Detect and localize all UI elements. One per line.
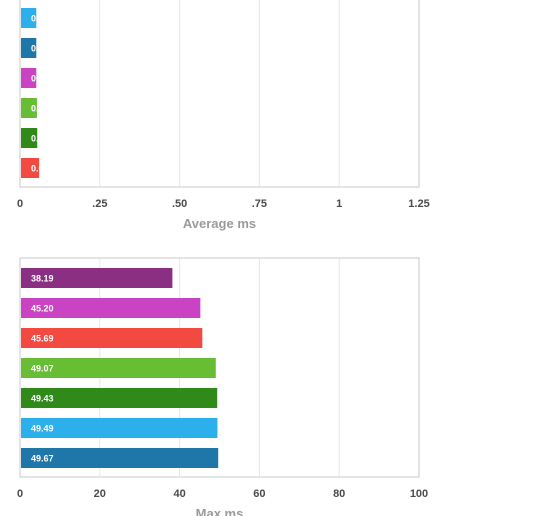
bar-value-label: 49.43 [31,394,54,404]
x-tick-label: .25 [92,198,107,210]
x-tick-label: 60 [253,488,265,500]
bar [21,158,40,178]
bar-value-label: 49.49 [31,424,54,434]
bar-value-label: 49.67 [31,454,54,464]
x-tick-label: 0 [17,198,23,210]
bar-value-label: 0.060 [31,164,54,174]
bar-value-label: 38.19 [31,274,54,284]
bar-value-label: 0.051 [31,74,54,84]
bar [21,448,219,468]
bar-value-label: 49.07 [31,364,54,374]
x-tick-label: 40 [173,488,185,500]
bar-value-label: 45.20 [31,304,54,314]
bar-value-label: 0.054 [31,134,54,144]
bar [21,38,37,58]
x-tick-label: .75 [252,198,267,210]
x-tick-label: 0 [17,488,23,500]
x-tick-label: 80 [333,488,345,500]
x-axis-title: Average ms [183,216,256,231]
bar [21,418,218,438]
bar [21,8,37,28]
chart-1: 0 .25 .50 .75 1 1.25 0.051 0.051 0.051 0.053 0.054… [17,0,430,231]
x-tick-label: 100 [410,488,428,500]
plot-area [19,0,420,188]
bar-value-label: 0.051 [31,44,54,54]
bar-value-label: 45.69 [31,334,54,344]
bar-value-label: 0.051 [31,14,54,24]
bar [21,128,38,148]
bar [21,388,218,408]
chart-2: 0 20 40 60 80 100 38.19 45.20 45.69 49.07 49.43 49.… [17,257,428,516]
bar [21,98,37,118]
x-tick-label: .50 [172,198,187,210]
bar [21,298,201,318]
bar [21,268,173,288]
bar-value-label: 0.053 [31,104,54,114]
x-axis-title: Max ms [196,506,244,516]
bar [21,68,37,88]
x-tick-label: 20 [94,488,106,500]
x-tick-label: 1.25 [408,198,429,210]
bar [21,328,203,348]
bar [21,358,216,378]
x-tick-label: 1 [336,198,342,210]
